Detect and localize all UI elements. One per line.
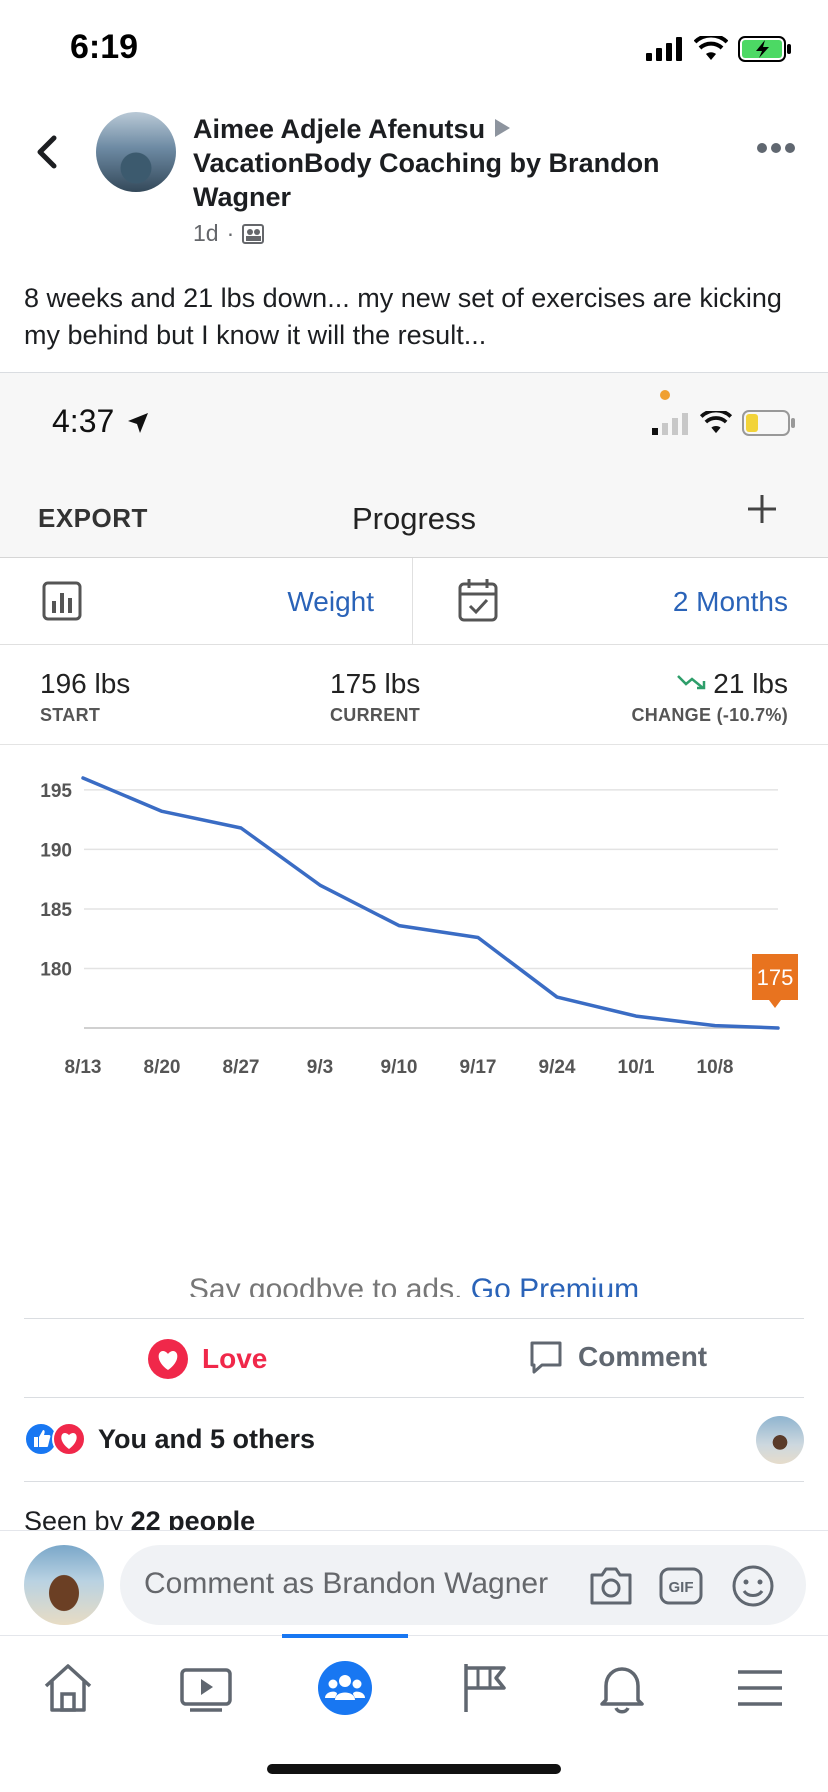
trend-down-icon xyxy=(677,675,706,690)
status-bar: 6:19 xyxy=(0,0,828,100)
post-actions: Love Comment xyxy=(24,1318,804,1398)
stat-start-value: 196 lbs xyxy=(40,668,131,699)
premium-promo: Say goodbye to ads. Go Premium xyxy=(0,1273,828,1297)
post-age[interactable]: 1d xyxy=(193,220,219,246)
export-button[interactable]: EXPORT xyxy=(38,503,148,533)
embedded-status-time: 4:37 xyxy=(52,403,149,440)
comment-icon xyxy=(530,1341,562,1374)
watch-icon[interactable] xyxy=(176,1658,236,1718)
stat-current: 175 lbs CURRENT xyxy=(330,667,420,726)
camera-icon[interactable] xyxy=(588,1563,634,1609)
post-author-line: Aimee Adjele Afenutsu VacationBody Coach… xyxy=(193,112,733,214)
stat-start: 196 lbs START xyxy=(40,667,130,726)
current-value-label: 175 xyxy=(757,965,794,990)
menu-icon[interactable] xyxy=(730,1658,790,1718)
love-reaction-icon xyxy=(148,1339,188,1379)
post-meta: 1d · xyxy=(193,220,265,247)
more-options-icon[interactable] xyxy=(756,142,796,154)
cellular-signal-icon xyxy=(646,37,682,61)
x-tick-label: 8/13 xyxy=(65,1057,102,1078)
x-tick-label: 8/20 xyxy=(144,1057,181,1078)
embedded-nav-bar: EXPORT Progress xyxy=(0,473,828,558)
x-tick-label: 10/8 xyxy=(697,1057,734,1078)
reaction-summary[interactable]: You and 5 others xyxy=(98,1424,316,1454)
group-name[interactable]: VacationBody Coaching by Brandon Wagner xyxy=(193,148,660,212)
x-tick-label: 9/3 xyxy=(307,1057,333,1078)
promo-text: Say goodbye to ads. xyxy=(188,1273,463,1297)
post-image-progress-screenshot[interactable]: 4:37 EXPORT Progress xyxy=(0,372,828,1297)
stats-row: 196 lbs START 175 lbs CURRENT 21 lbs CHA… xyxy=(0,645,828,745)
wifi-icon xyxy=(694,36,728,60)
stat-current-value: 175 lbs xyxy=(330,668,421,699)
y-tick-label: 185 xyxy=(40,900,72,921)
weight-series-line xyxy=(81,776,780,1030)
home-icon[interactable] xyxy=(38,1658,98,1718)
x-tick-label: 9/10 xyxy=(381,1057,418,1078)
composer-avatar xyxy=(24,1545,104,1625)
current-value-tag xyxy=(752,954,798,1008)
love-label: Love xyxy=(202,1343,268,1374)
go-premium-link[interactable]: Go Premium xyxy=(470,1273,640,1297)
embedded-battery-low-icon xyxy=(742,410,795,436)
y-tick-label: 190 xyxy=(40,840,72,861)
x-tick-label: 9/17 xyxy=(460,1057,497,1078)
embedded-signal-icon xyxy=(652,413,688,435)
bar-chart-icon[interactable] xyxy=(42,581,82,621)
stat-change-label: CHANGE (-10.7%) xyxy=(631,705,788,725)
shared-to-arrow-icon xyxy=(495,119,511,137)
stat-current-label: CURRENT xyxy=(330,705,421,725)
post-text: 8 weeks and 21 lbs down... my new set of… xyxy=(24,283,782,350)
group-members-icon xyxy=(242,223,265,244)
love-button[interactable]: Love xyxy=(148,1339,267,1379)
x-tick-label: 10/1 xyxy=(618,1057,655,1078)
comment-input[interactable]: Comment as Brandon Wagner GIF xyxy=(120,1545,806,1625)
status-time: 6:19 xyxy=(70,28,139,66)
calendar-check-icon[interactable] xyxy=(458,578,498,622)
comment-placeholder: Comment as Brandon Wagner xyxy=(144,1567,549,1600)
author-name[interactable]: Aimee Adjele Afenutsu xyxy=(193,114,486,144)
active-tab-indicator xyxy=(282,1634,408,1638)
metric-selector[interactable]: Weight xyxy=(287,586,374,617)
filter-divider xyxy=(412,558,413,645)
seen-avatar[interactable] xyxy=(756,1416,804,1464)
stat-change: 21 lbs CHANGE (-10.7%) xyxy=(631,667,788,726)
comment-label: Comment xyxy=(578,1341,708,1372)
x-tick-label: 8/27 xyxy=(223,1057,260,1078)
y-tick-label: 195 xyxy=(40,781,72,802)
y-tick-label: 180 xyxy=(40,959,72,980)
range-selector[interactable]: 2 Months xyxy=(672,586,788,617)
home-indicator xyxy=(267,1764,561,1774)
groups-icon[interactable] xyxy=(315,1658,375,1718)
back-arrow-icon[interactable] xyxy=(32,132,64,172)
reactions-row[interactable]: You and 5 others xyxy=(24,1398,804,1482)
battery-charging-icon xyxy=(738,36,791,62)
svg-text:GIF: GIF xyxy=(669,1579,694,1596)
meta-dot: · xyxy=(226,220,235,246)
like-and-love-reactions-icon xyxy=(24,1422,86,1456)
pages-flag-icon[interactable] xyxy=(456,1658,516,1718)
stat-change-value-line: 21 lbs xyxy=(631,667,788,701)
status-icons xyxy=(646,34,792,64)
weight-line-chart: 195 190 185 180 8/13 8/20 8/27 9/3 9/10 9/17 9/24 1… xyxy=(40,776,798,1078)
author-avatar[interactable] xyxy=(96,112,176,192)
filter-row: Weight 2 Months xyxy=(0,558,828,645)
embedded-status-bar: 4:37 xyxy=(0,373,828,473)
plus-icon[interactable] xyxy=(746,493,778,525)
stat-start-label: START xyxy=(40,705,101,725)
comment-composer: Comment as Brandon Wagner GIF xyxy=(0,1530,828,1635)
post-header: Aimee Adjele Afenutsu VacationBody Coach… xyxy=(0,100,828,250)
notifications-bell-icon[interactable] xyxy=(592,1658,652,1718)
bottom-tab-bar xyxy=(0,1634,828,1745)
embedded-wifi-icon xyxy=(700,411,732,434)
comment-button[interactable]: Comment xyxy=(528,1339,707,1375)
embedded-recording-dot xyxy=(660,390,670,400)
location-arrow-icon xyxy=(128,413,149,433)
gif-icon[interactable]: GIF xyxy=(658,1563,704,1609)
stat-change-value: 21 lbs xyxy=(713,668,788,699)
x-tick-label: 9/24 xyxy=(539,1057,576,1078)
progress-title: Progress xyxy=(351,501,477,536)
emoji-icon[interactable] xyxy=(730,1563,776,1609)
